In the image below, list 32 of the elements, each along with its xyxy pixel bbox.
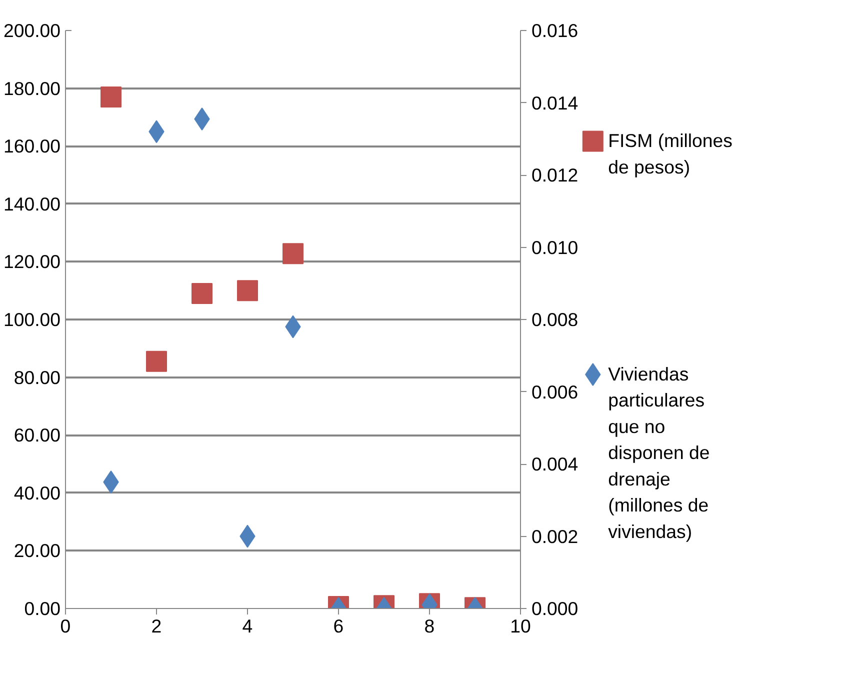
y-tick-label: 20.00 bbox=[14, 540, 60, 562]
y-tick-label: 0.00 bbox=[24, 598, 60, 619]
y2-tick-label: 0.008 bbox=[532, 309, 578, 330]
y2-tick-label: 0.002 bbox=[532, 526, 578, 547]
point bbox=[282, 243, 304, 264]
y2-tick-label: 0.014 bbox=[532, 92, 578, 114]
y2-tick-label: 0.016 bbox=[532, 20, 578, 41]
x-tick-label: 2 bbox=[151, 616, 162, 636]
y-tick-label: 100.00 bbox=[3, 309, 60, 330]
y2-tick-label: 0.012 bbox=[532, 164, 578, 186]
y2-tick-label: 0.010 bbox=[532, 236, 578, 258]
y-tick-label: 40.00 bbox=[14, 482, 60, 504]
y-tick-label: 80.00 bbox=[14, 366, 60, 388]
x-tick-label: 0 bbox=[60, 616, 71, 636]
point bbox=[237, 280, 258, 302]
y2-tick-label: 0.004 bbox=[532, 454, 578, 474]
y-tick-label: 60.00 bbox=[14, 424, 60, 446]
x-tick-label: 6 bbox=[333, 616, 344, 636]
x-tick-label: 8 bbox=[424, 616, 435, 636]
point bbox=[192, 282, 212, 304]
y-tick-label: 180.00 bbox=[3, 78, 60, 99]
y-tick-label: 200.00 bbox=[3, 20, 60, 41]
y-tick-label: 140.00 bbox=[3, 193, 60, 214]
y2-tick-label: 0.006 bbox=[532, 381, 578, 402]
point bbox=[146, 350, 167, 372]
legend-label: Viviendas particulares que no disponen de drenaje (millones de viviendas) bbox=[608, 363, 710, 542]
y-tick-label: 120.00 bbox=[3, 251, 60, 272]
legend-label: FISM (millones de pesos) bbox=[608, 130, 732, 178]
x-tick-label: 10 bbox=[510, 616, 531, 636]
y-tick-label: 160.00 bbox=[3, 136, 60, 157]
x-tick-label: 4 bbox=[242, 616, 253, 636]
y2-tick-label: 0.000 bbox=[532, 598, 578, 619]
